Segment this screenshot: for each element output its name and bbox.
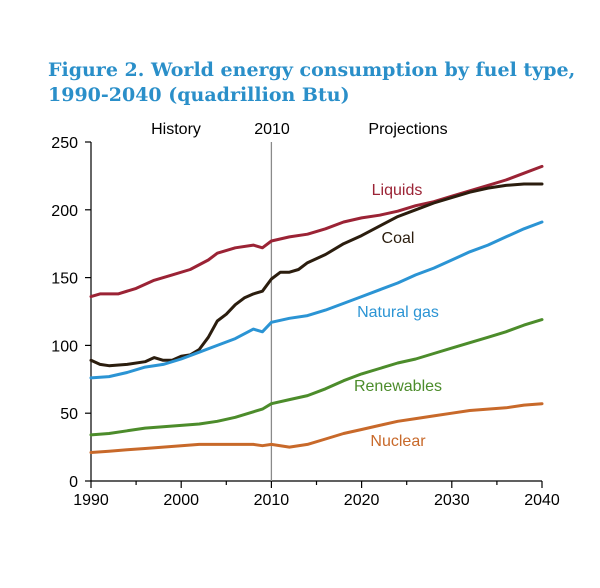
series-line-natural-gas [89,220,544,380]
chart-axes: 0 50 100 150 200 250 1990 2000 2010 2020 2030 2040 [51,135,560,509]
projections-label: Projections [368,121,447,138]
chart-title-line-1: Figure 2. World energy consumption by fu… [48,59,576,81]
y-tick-label: 50 [60,406,78,423]
y-tick-label: 100 [51,338,78,355]
chart-title: Figure 2. World energy consumption by fu… [48,58,588,108]
y-tick-label: 200 [51,203,78,220]
series-label-liquids: Liquids [372,182,423,199]
x-tick-label: 2040 [524,492,560,509]
series-line-renewables [89,318,544,437]
x-tick-label: 2010 [254,492,290,509]
series-line-coal [89,182,544,368]
x-tick-label: 2030 [434,492,470,509]
y-tick-label: 150 [51,271,78,288]
series-label-renewables: Renewables [354,378,442,395]
y-tick-label: 250 [51,135,78,152]
history-label: History [151,121,201,138]
series-label-natural-gas: Natural gas [357,304,439,321]
y-tick-label: 0 [69,474,78,491]
chart-series [89,164,544,454]
chart-title-line-2: 1990-2040 (quadrillion Btu) [48,84,350,106]
x-tick-label: 1990 [73,492,109,509]
series-label-coal: Coal [382,230,415,247]
chart-annotations: History 2010 Projections Liquids Coal Na… [151,121,447,450]
x-tick-label: 2000 [163,492,199,509]
divider-year-label: 2010 [254,121,290,138]
series-line-nuclear [89,402,544,454]
x-tick-label: 2020 [344,492,380,509]
series-line-liquids [89,164,544,299]
series-label-nuclear: Nuclear [370,433,426,450]
